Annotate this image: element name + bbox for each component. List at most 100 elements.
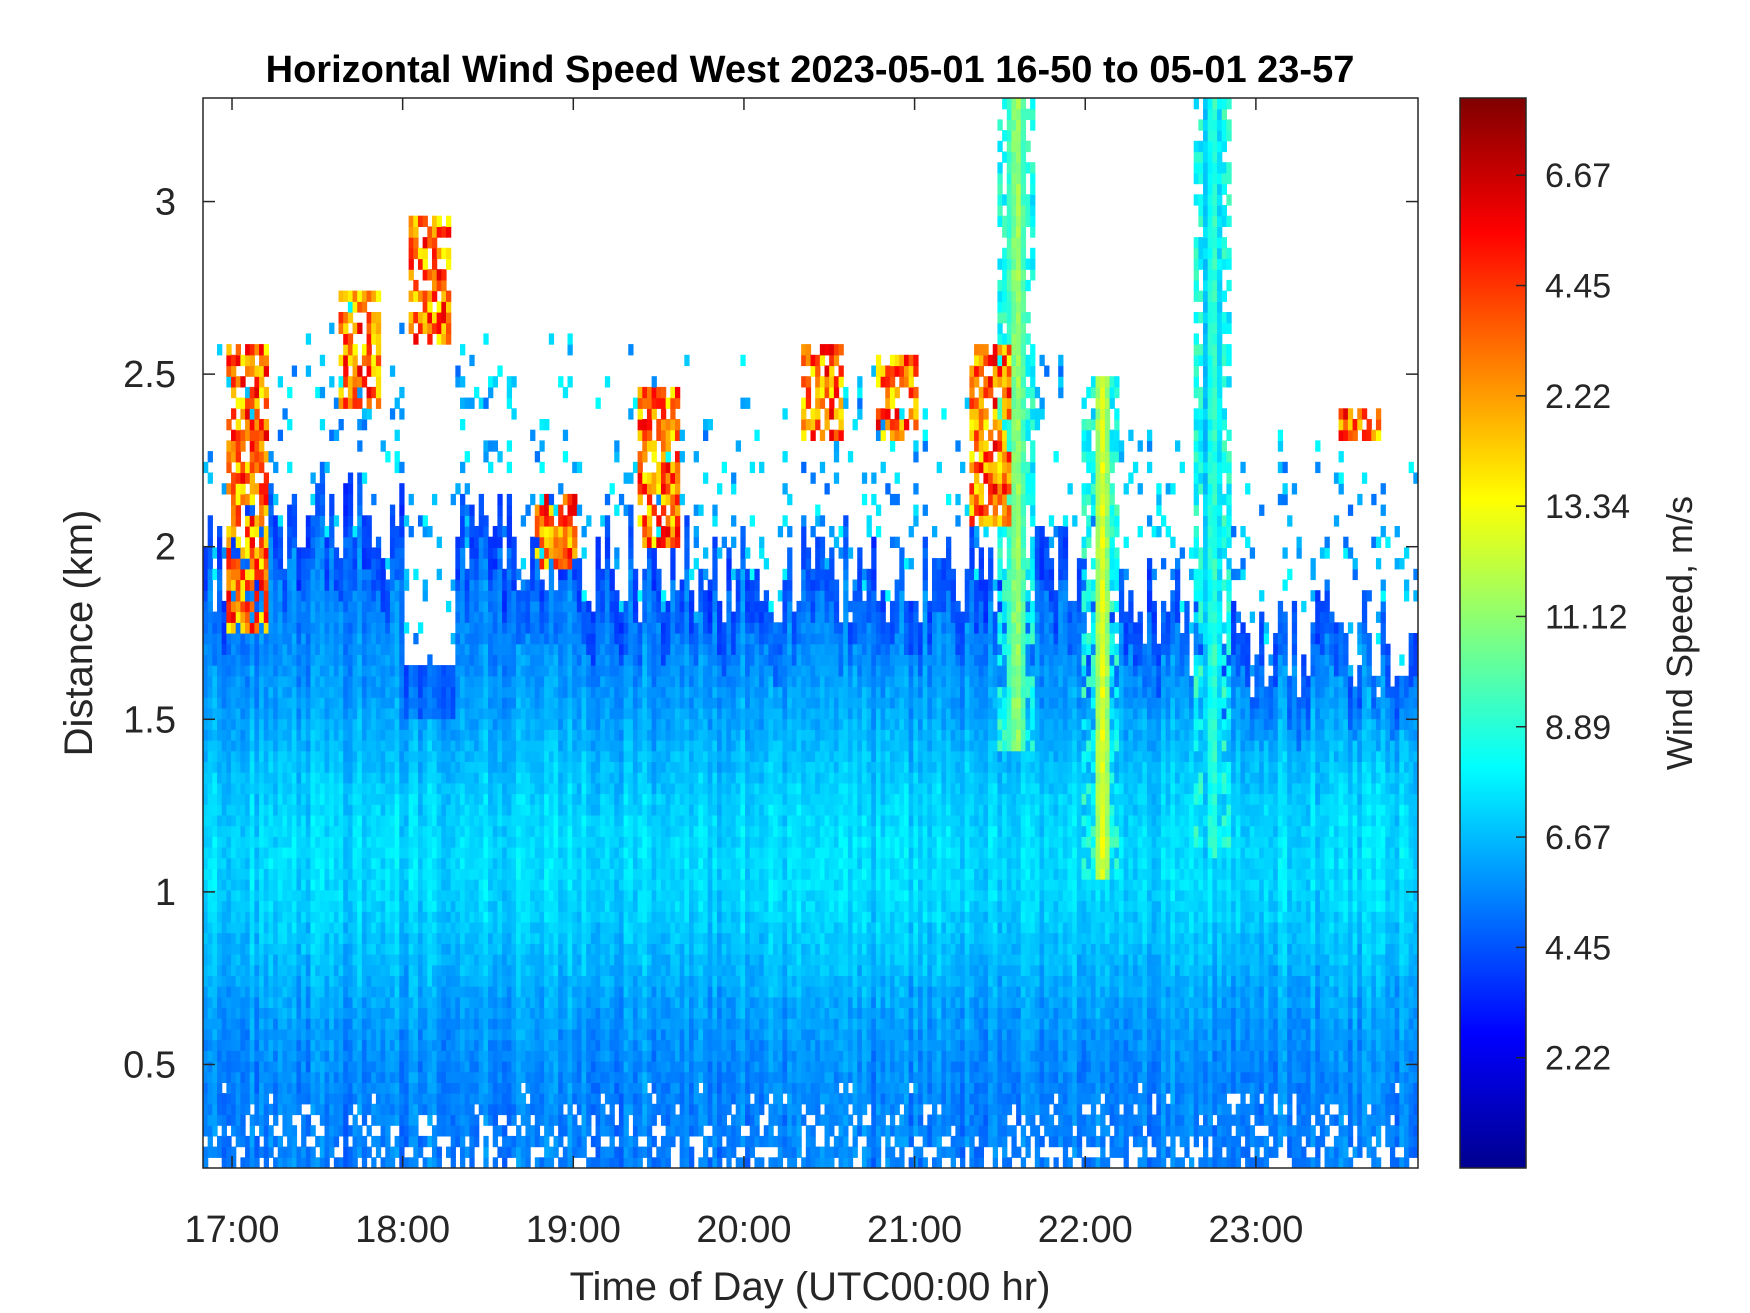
heatmap-cell bbox=[305, 365, 312, 377]
heatmap-cell bbox=[488, 1093, 494, 1105]
heatmap-cell bbox=[525, 879, 531, 891]
heatmap-cell bbox=[548, 547, 555, 559]
heatmap-cell bbox=[343, 483, 349, 495]
heatmap-cell bbox=[231, 697, 237, 709]
heatmap-cell bbox=[287, 654, 293, 666]
heatmap-cell bbox=[296, 1103, 302, 1116]
heatmap-cell bbox=[427, 750, 433, 762]
heatmap-cell bbox=[357, 526, 363, 538]
heatmap-cell bbox=[469, 857, 475, 869]
heatmap-cell bbox=[207, 921, 213, 934]
heatmap-cell bbox=[497, 600, 503, 613]
heatmap-cell bbox=[268, 729, 274, 741]
heatmap-cell bbox=[408, 996, 414, 1009]
heatmap-cell bbox=[431, 1039, 438, 1051]
heatmap-cell bbox=[287, 879, 293, 891]
heatmap-cell bbox=[544, 729, 550, 741]
heatmap-cell bbox=[478, 590, 484, 602]
heatmap-cell bbox=[422, 515, 428, 527]
heatmap-cell bbox=[385, 954, 391, 966]
heatmap-cell bbox=[572, 633, 578, 645]
heatmap-cell bbox=[530, 847, 536, 859]
heatmap-cell bbox=[385, 1050, 391, 1062]
heatmap-cell bbox=[249, 1114, 256, 1126]
heatmap-cell bbox=[441, 836, 447, 848]
heatmap-cell bbox=[329, 804, 335, 816]
heatmap-cell bbox=[455, 975, 461, 987]
heatmap-cell bbox=[460, 397, 466, 409]
heatmap-cell bbox=[259, 718, 265, 730]
heatmap-cell bbox=[441, 889, 447, 902]
heatmap-cell bbox=[441, 1050, 447, 1062]
heatmap-cell bbox=[469, 1093, 475, 1105]
heatmap-cell bbox=[371, 622, 377, 634]
heatmap-cell bbox=[240, 943, 246, 955]
heatmap-cell bbox=[413, 1093, 419, 1105]
heatmap-cell bbox=[567, 1039, 573, 1051]
heatmap-cell bbox=[217, 932, 223, 944]
heatmap-cell bbox=[408, 226, 414, 238]
heatmap-cell bbox=[357, 654, 363, 666]
heatmap-cell bbox=[235, 622, 241, 634]
heatmap-cell bbox=[530, 729, 536, 741]
heatmap-cell bbox=[385, 1114, 391, 1126]
heatmap-cell bbox=[567, 376, 573, 388]
heatmap-cell bbox=[544, 1018, 550, 1030]
heatmap-cell bbox=[492, 590, 499, 602]
heatmap-cell bbox=[544, 419, 550, 431]
heatmap-cell bbox=[431, 665, 438, 677]
heatmap-cell bbox=[221, 1125, 227, 1137]
heatmap-cell bbox=[544, 547, 550, 559]
heatmap-cell bbox=[361, 814, 368, 827]
heatmap-cell bbox=[301, 707, 307, 720]
heatmap-cell bbox=[399, 782, 405, 795]
heatmap-cell bbox=[333, 654, 340, 666]
heatmap-cell bbox=[352, 526, 358, 538]
heatmap-cell bbox=[502, 579, 508, 591]
heatmap-cell bbox=[553, 932, 559, 944]
heatmap-cell bbox=[235, 1103, 241, 1116]
heatmap-cell bbox=[567, 954, 573, 966]
heatmap-cell bbox=[366, 526, 372, 538]
heatmap-cell bbox=[357, 943, 363, 955]
heatmap-cell bbox=[310, 1028, 316, 1041]
heatmap-cell bbox=[217, 1018, 223, 1030]
heatmap-cell bbox=[254, 889, 260, 902]
heatmap-cell bbox=[534, 579, 541, 591]
heatmap-cell bbox=[361, 1082, 368, 1094]
heatmap-cell bbox=[277, 1082, 284, 1094]
heatmap-cell bbox=[572, 943, 578, 955]
heatmap-cell bbox=[408, 493, 414, 506]
heatmap-cell bbox=[357, 804, 363, 816]
heatmap-cell bbox=[497, 1028, 503, 1041]
heatmap-cell bbox=[347, 1103, 354, 1116]
heatmap-cell bbox=[399, 932, 405, 944]
heatmap-cell bbox=[488, 804, 494, 816]
heatmap-cell bbox=[249, 686, 256, 698]
heatmap-cell bbox=[319, 964, 326, 976]
heatmap-cell bbox=[483, 1007, 489, 1019]
heatmap-cell bbox=[221, 740, 227, 752]
heatmap-cell bbox=[548, 643, 555, 655]
heatmap-cell bbox=[464, 804, 470, 816]
heatmap-cell bbox=[534, 1071, 541, 1083]
heatmap-cell bbox=[436, 761, 442, 773]
heatmap-cell bbox=[427, 804, 433, 816]
heatmap-cell bbox=[273, 964, 279, 976]
heatmap-cell bbox=[534, 504, 541, 516]
heatmap-cell bbox=[329, 782, 335, 795]
heatmap-cell bbox=[231, 354, 237, 367]
heatmap-cell bbox=[333, 986, 340, 998]
heatmap-cell bbox=[305, 996, 312, 1009]
heatmap-cell bbox=[235, 836, 241, 848]
heatmap-cell bbox=[361, 600, 368, 613]
heatmap-cell bbox=[492, 911, 499, 923]
heatmap-cell bbox=[478, 622, 484, 634]
heatmap-cell bbox=[502, 879, 508, 891]
heatmap-cell bbox=[502, 1071, 508, 1083]
heatmap-cell bbox=[567, 1125, 573, 1137]
heatmap-cell bbox=[375, 312, 382, 324]
heatmap-cell bbox=[310, 472, 316, 484]
heatmap-cell bbox=[357, 1093, 363, 1105]
heatmap-cell bbox=[347, 879, 354, 891]
